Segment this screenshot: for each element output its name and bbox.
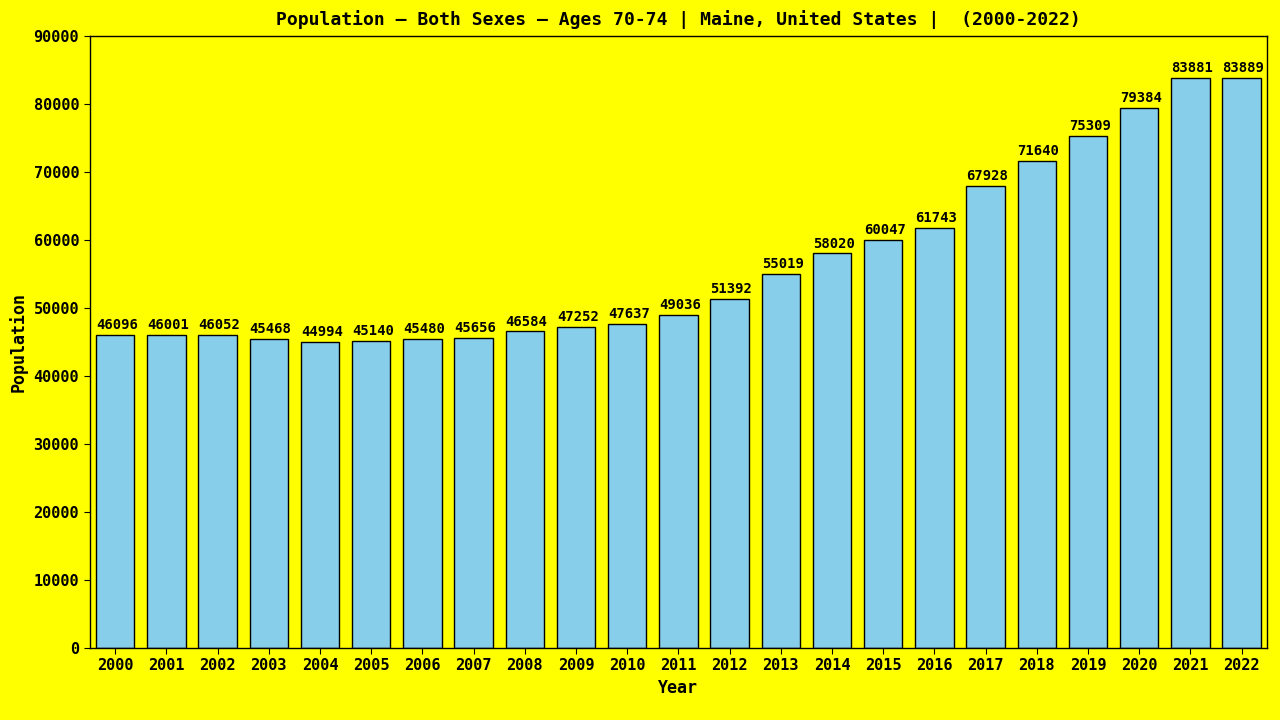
Text: 75309: 75309 xyxy=(1069,120,1111,133)
Bar xyxy=(454,338,493,648)
Y-axis label: Population: Population xyxy=(9,292,28,392)
Text: 45468: 45468 xyxy=(250,322,292,336)
Bar xyxy=(608,324,646,648)
Text: 46001: 46001 xyxy=(147,318,189,333)
Bar xyxy=(915,228,954,648)
Bar xyxy=(557,327,595,648)
Text: 58020: 58020 xyxy=(813,237,855,251)
Text: 49036: 49036 xyxy=(659,298,701,312)
Text: 55019: 55019 xyxy=(762,257,804,271)
Text: 47252: 47252 xyxy=(557,310,599,324)
Text: 83881: 83881 xyxy=(1171,61,1213,75)
Bar xyxy=(864,240,902,648)
Title: Population – Both Sexes – Ages 70-74 | Maine, United States |  (2000-2022): Population – Both Sexes – Ages 70-74 | M… xyxy=(276,10,1080,29)
Bar xyxy=(762,274,800,648)
Text: 61743: 61743 xyxy=(915,212,957,225)
Text: 45140: 45140 xyxy=(352,324,394,338)
Text: 44994: 44994 xyxy=(301,325,343,339)
Bar xyxy=(96,335,134,648)
X-axis label: Year: Year xyxy=(658,679,699,697)
Text: 46096: 46096 xyxy=(96,318,138,332)
Bar xyxy=(710,299,749,648)
Text: 79384: 79384 xyxy=(1120,91,1162,105)
Bar xyxy=(403,338,442,648)
Bar xyxy=(506,331,544,648)
Bar xyxy=(1069,136,1107,648)
Bar xyxy=(352,341,390,648)
Text: 46052: 46052 xyxy=(198,318,241,332)
Bar xyxy=(1222,78,1261,648)
Bar xyxy=(966,186,1005,648)
Bar xyxy=(659,315,698,648)
Text: 51392: 51392 xyxy=(710,282,753,296)
Bar xyxy=(1171,78,1210,648)
Text: 45480: 45480 xyxy=(403,322,445,336)
Bar xyxy=(198,335,237,648)
Bar xyxy=(147,336,186,648)
Text: 46584: 46584 xyxy=(506,315,548,328)
Text: 67928: 67928 xyxy=(966,169,1009,184)
Bar xyxy=(1120,108,1158,648)
Text: 60047: 60047 xyxy=(864,223,906,237)
Text: 47637: 47637 xyxy=(608,307,650,321)
Bar xyxy=(1018,161,1056,648)
Bar xyxy=(813,253,851,648)
Bar xyxy=(250,339,288,648)
Bar xyxy=(301,342,339,648)
Text: 71640: 71640 xyxy=(1018,144,1060,158)
Text: 83889: 83889 xyxy=(1222,60,1265,75)
Text: 45656: 45656 xyxy=(454,321,497,335)
